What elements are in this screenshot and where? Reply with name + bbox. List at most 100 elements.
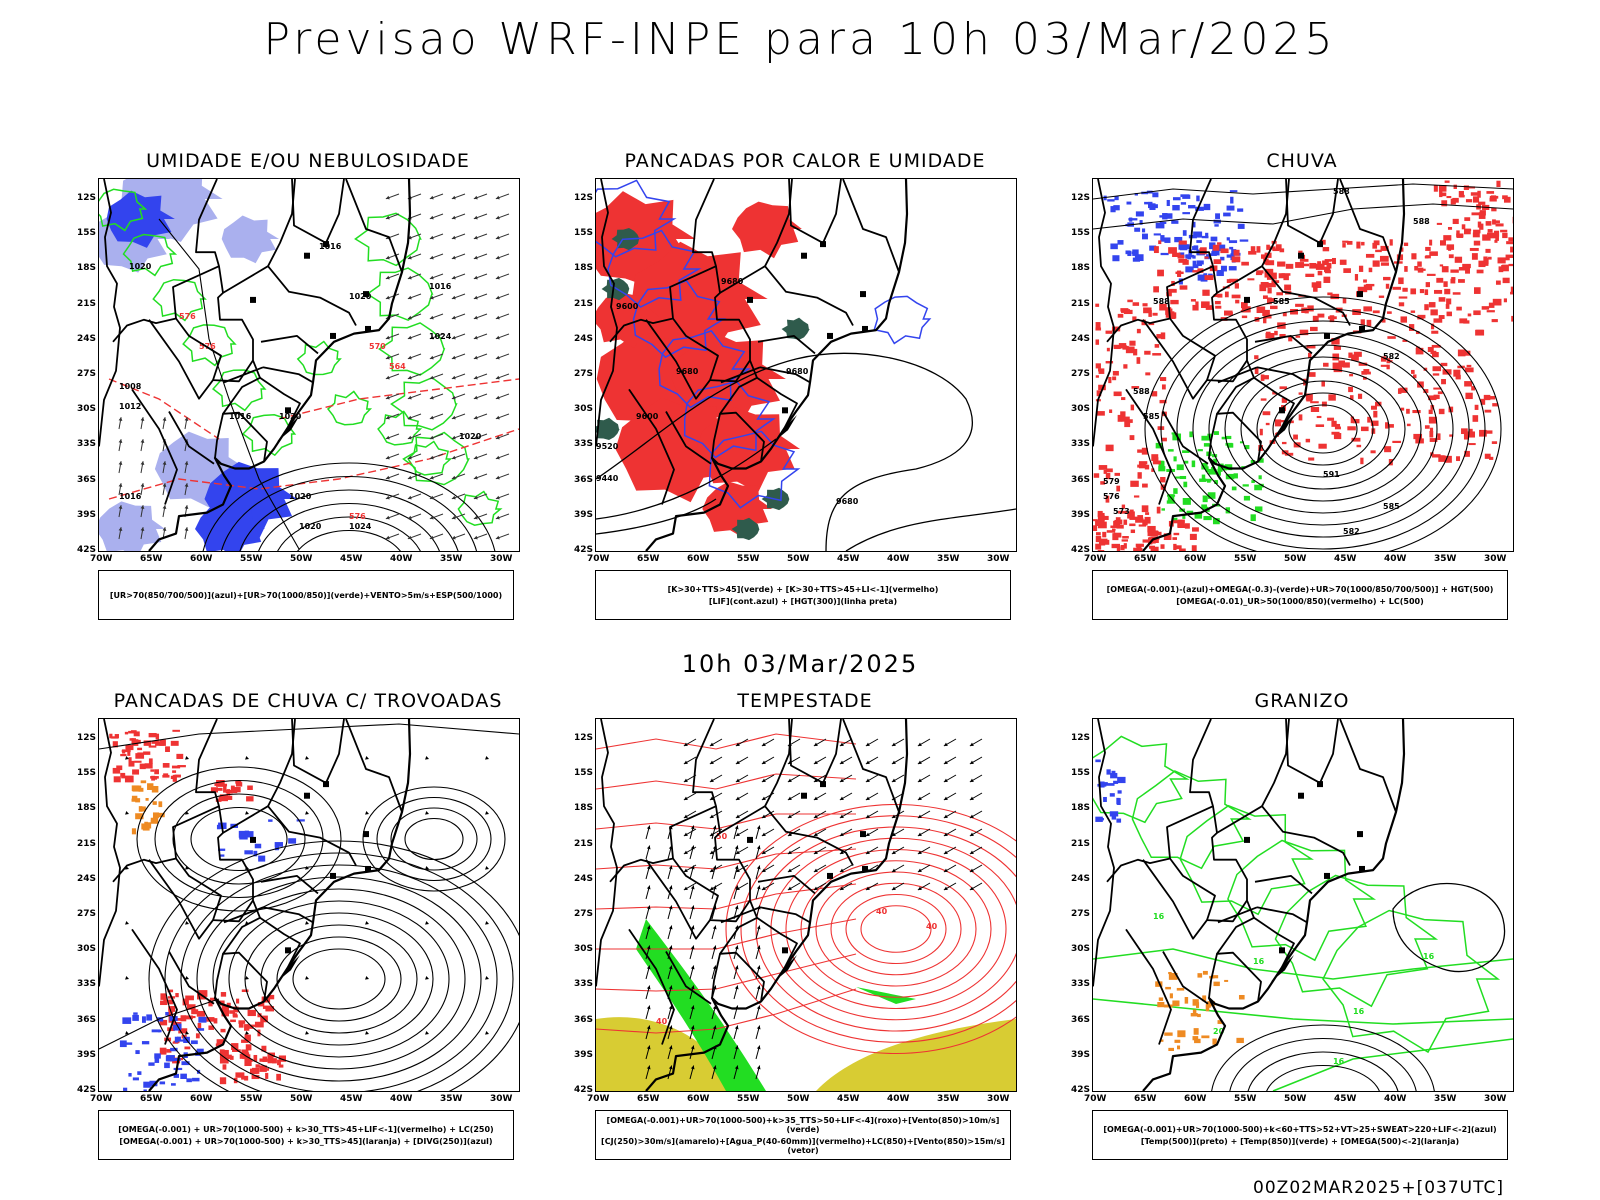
map-canvas: 16 16 16 16 20 16	[1093, 719, 1513, 1091]
contour-label: 16	[1253, 957, 1265, 966]
mid-title: 10h 03/Mar/2025	[0, 650, 1600, 678]
lat-tick-label: 12S	[1066, 733, 1090, 743]
contour-label: 591	[1323, 470, 1340, 479]
legend-line: [OMEGA(-0.001)-(azul)+OMEGA(-0.3)-(verde…	[1093, 585, 1507, 594]
lon-tick-label: 45W	[837, 1094, 859, 1104]
lon-tick-label: 45W	[1334, 1094, 1356, 1104]
contour-label: 16	[1423, 952, 1435, 961]
lon-tick-label: 65W	[140, 554, 162, 564]
lon-tick-label: 35W	[937, 1094, 959, 1104]
lat-tick-label: 36S	[1066, 475, 1090, 485]
lon-tick-label: 55W	[240, 554, 262, 564]
lon-tick-label: 55W	[737, 1094, 759, 1104]
lat-tick-label: 30S	[72, 404, 96, 414]
lon-tick-label: 50W	[787, 554, 809, 564]
lat-tick-label: 27S	[1066, 909, 1090, 919]
lat-tick-label: 24S	[1066, 874, 1090, 884]
panel-title: PANCADAS POR CALOR E UMIDADE	[595, 150, 1015, 172]
panel-title: UMIDADE E/OU NEBULOSIDADE	[98, 150, 518, 172]
panel-title: CHUVA	[1092, 150, 1512, 172]
lat-tick-label: 21S	[1066, 299, 1090, 309]
contour-label: 40	[656, 1017, 668, 1026]
map-panel: PANCADAS DE CHUVA C/ TROVOADAS 12S 15S 18S 2…	[78, 690, 578, 1180]
legend-box: [OMEGA(-0.001)+UR>70(1000-500)+k>35_TTS>…	[595, 1110, 1011, 1160]
lon-tick-label: 65W	[1134, 554, 1156, 564]
lon-tick-label: 45W	[340, 554, 362, 564]
contour-label: 1012	[119, 402, 141, 411]
lat-tick-label: 30S	[569, 944, 593, 954]
lat-tick-label: 33S	[1066, 979, 1090, 989]
contour-label: 585	[1273, 297, 1290, 306]
contour-label: 1020	[459, 432, 482, 441]
lat-tick-label: 15S	[72, 228, 96, 238]
lat-tick-label: 30S	[569, 404, 593, 414]
lon-tick-label: 40W	[887, 554, 909, 564]
lon-tick-label: 70W	[587, 554, 609, 564]
lat-tick-label: 39S	[72, 1050, 96, 1060]
contour-label: 1016	[319, 242, 342, 251]
legend-line: [OMEGA(-0.01)_UR>50(1000/850)(vermelho) …	[1093, 597, 1507, 606]
lat-tick-label: 18S	[569, 263, 593, 273]
lat-tick-label: 24S	[72, 334, 96, 344]
contour-label: 40	[926, 922, 938, 931]
lon-tick-label: 70W	[587, 1094, 609, 1104]
lat-tick-label: 15S	[1066, 228, 1090, 238]
lat-tick-label: 30S	[72, 944, 96, 954]
contour-label: 9520	[596, 442, 619, 451]
map-panel: TEMPESTADE 50 40 40 40 12S 15S 18S 21S 24S 27S 30S 3…	[575, 690, 1075, 1180]
contour-label: 40	[876, 907, 888, 916]
contour-label: 579	[1103, 477, 1120, 486]
lat-tick-label: 21S	[72, 299, 96, 309]
contour-label: 9440	[596, 474, 619, 483]
lat-tick-label: 12S	[1066, 193, 1090, 203]
lat-tick-label: 30S	[1066, 404, 1090, 414]
lat-tick-label: 12S	[569, 733, 593, 743]
map-canvas: 1016 1020 1016 1020 1008 1012 1016 1020 1024 1016…	[99, 179, 519, 551]
legend-line: [CJ(250)>30m/s](amarelo)+[Agua_P(40-60mm…	[596, 1137, 1010, 1155]
lat-tick-label: 18S	[72, 803, 96, 813]
lat-tick-label: 39S	[72, 510, 96, 520]
lat-tick-label: 27S	[72, 369, 96, 379]
map-panel: UMIDADE E/OU NEBULOSIDADE 1016 1020 1016 102…	[78, 150, 578, 640]
lon-tick-label: 45W	[1334, 554, 1356, 564]
legend-line: [OMEGA(-0.001) + UR>70(1000-500) + k>30_…	[99, 1125, 513, 1134]
lat-tick-label: 12S	[72, 193, 96, 203]
contour-label: 573	[1113, 507, 1130, 516]
lon-tick-label: 40W	[390, 1094, 412, 1104]
contour-label: 576	[179, 312, 196, 321]
lat-tick-label: 33S	[569, 979, 593, 989]
lat-tick-label: 18S	[1066, 803, 1090, 813]
lat-tick-label: 24S	[569, 874, 593, 884]
lat-tick-label: 21S	[1066, 839, 1090, 849]
lon-tick-label: 60W	[1184, 554, 1206, 564]
lon-tick-label: 35W	[440, 1094, 462, 1104]
lat-tick-label: 18S	[1066, 263, 1090, 273]
contour-label: 582	[1383, 352, 1400, 361]
contour-label: 1016	[429, 282, 452, 291]
lat-tick-label: 18S	[72, 263, 96, 273]
lon-tick-label: 65W	[1134, 1094, 1156, 1104]
lat-tick-label: 33S	[569, 439, 593, 449]
contour-label: 1024	[349, 522, 372, 531]
contour-label: 585	[1383, 502, 1400, 511]
lat-tick-label: 15S	[569, 768, 593, 778]
lon-tick-label: 40W	[887, 1094, 909, 1104]
lat-tick-label: 24S	[569, 334, 593, 344]
run-info: 00Z02MAR2025+[037UTC]	[1253, 1178, 1504, 1198]
legend-box: [OMEGA(-0.001)-(azul)+OMEGA(-0.3)-(verde…	[1092, 570, 1508, 620]
forecast-map	[98, 718, 520, 1092]
lon-tick-label: 50W	[1284, 1094, 1306, 1104]
lat-tick-label: 24S	[72, 874, 96, 884]
forecast-map: 588 588 588 585 582 588 585 579 576 573 591 585 582	[1092, 178, 1514, 552]
contour-label: 1020	[289, 492, 312, 501]
legend-box: [UR>70(850/700/500)](azul)+[UR>70(1000/8…	[98, 570, 514, 620]
lat-tick-label: 39S	[569, 510, 593, 520]
lon-tick-label: 30W	[1484, 554, 1506, 564]
lon-tick-label: 70W	[1084, 554, 1106, 564]
contour-label: 9600	[616, 302, 639, 311]
forecast-map: 9600 9680 9680 9600 9520 9680 9680 9440	[595, 178, 1017, 552]
legend-line: [OMEGA(-0.001)+UR>70(1000-500)+k>35_TTS>…	[596, 1116, 1010, 1134]
lon-tick-label: 30W	[1484, 1094, 1506, 1104]
map-canvas: 588 588 588 585 582 588 585 579 576 573 591 585 582	[1093, 179, 1513, 551]
